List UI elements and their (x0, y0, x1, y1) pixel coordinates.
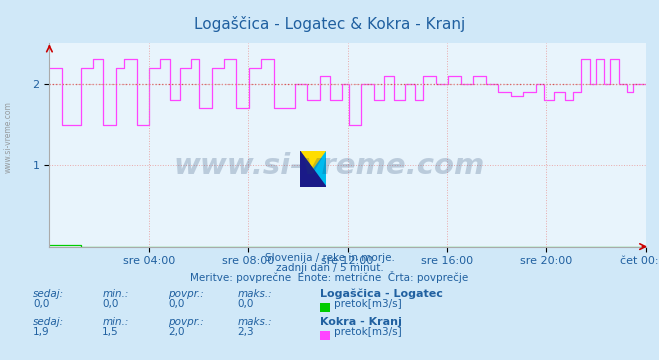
Text: sedaj:: sedaj: (33, 289, 64, 299)
Text: Logaščica - Logatec: Logaščica - Logatec (320, 288, 442, 299)
Text: maks.:: maks.: (237, 289, 272, 299)
Text: 1,9: 1,9 (33, 327, 49, 337)
Text: www.si-vreme.com: www.si-vreme.com (174, 152, 485, 180)
Text: povpr.:: povpr.: (168, 289, 204, 299)
Text: Meritve: povprečne  Enote: metrične  Črta: povprečje: Meritve: povprečne Enote: metrične Črta:… (190, 271, 469, 283)
Text: 1,5: 1,5 (102, 327, 119, 337)
Text: Slovenija / reke in morje.: Slovenija / reke in morje. (264, 253, 395, 263)
Text: www.si-vreme.com: www.si-vreme.com (3, 101, 13, 173)
Text: pretok[m3/s]: pretok[m3/s] (334, 299, 402, 309)
Text: pretok[m3/s]: pretok[m3/s] (334, 327, 402, 337)
Text: Logaščica - Logatec & Kokra - Kranj: Logaščica - Logatec & Kokra - Kranj (194, 16, 465, 32)
Text: 0,0: 0,0 (237, 299, 254, 309)
Text: maks.:: maks.: (237, 317, 272, 327)
Text: 0,0: 0,0 (168, 299, 185, 309)
Text: 0,0: 0,0 (33, 299, 49, 309)
Polygon shape (300, 151, 326, 187)
Polygon shape (300, 151, 326, 187)
Text: 2,0: 2,0 (168, 327, 185, 337)
Text: 0,0: 0,0 (102, 299, 119, 309)
Text: sedaj:: sedaj: (33, 317, 64, 327)
Text: min.:: min.: (102, 317, 129, 327)
Text: 2,3: 2,3 (237, 327, 254, 337)
Text: min.:: min.: (102, 289, 129, 299)
Text: Kokra - Kranj: Kokra - Kranj (320, 317, 401, 327)
Text: zadnji dan / 5 minut.: zadnji dan / 5 minut. (275, 263, 384, 273)
Text: povpr.:: povpr.: (168, 317, 204, 327)
